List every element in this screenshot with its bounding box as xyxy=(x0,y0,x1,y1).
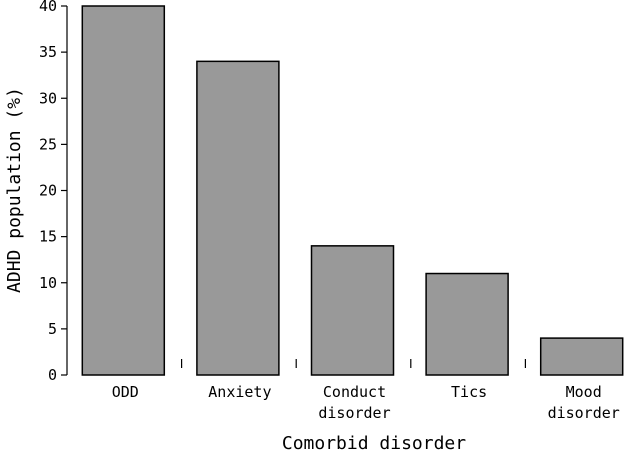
bars xyxy=(81,5,624,376)
x-tick-label: disorder xyxy=(318,404,390,422)
x-axis-title: Comorbid disorder xyxy=(282,433,466,453)
y-tick-label: 0 xyxy=(48,366,57,384)
x-tick-label: Anxiety xyxy=(208,383,271,401)
bar xyxy=(81,5,166,376)
y-tick-label: 35 xyxy=(39,43,57,61)
y-tick-label: 5 xyxy=(48,320,57,338)
y-tick-label: 10 xyxy=(39,274,57,292)
x-category-labels: ODD Anxiety Conduct disorder Tics Mood disorde… xyxy=(112,383,620,422)
y-tick-label: 30 xyxy=(39,89,57,107)
bar xyxy=(310,245,395,376)
y-tick-label: 15 xyxy=(39,228,57,246)
y-axis-title: ADHD population (%) xyxy=(4,87,25,293)
x-axis xyxy=(181,359,527,368)
bar xyxy=(196,60,280,376)
x-tick-label: Tics xyxy=(451,383,487,401)
y-tick-label: 40 xyxy=(39,0,57,15)
x-tick-label: Conduct xyxy=(323,383,386,401)
bar xyxy=(539,337,624,376)
y-tick-label: 25 xyxy=(39,135,57,153)
x-tick-label: ODD xyxy=(112,383,139,401)
y-tick-label: 20 xyxy=(39,182,57,200)
bar xyxy=(425,272,509,376)
y-axis: 0 5 10 15 20 25 30 35 40 xyxy=(39,0,68,384)
x-tick-label: disorder xyxy=(548,404,620,422)
x-tick-label: Mood xyxy=(566,383,602,401)
